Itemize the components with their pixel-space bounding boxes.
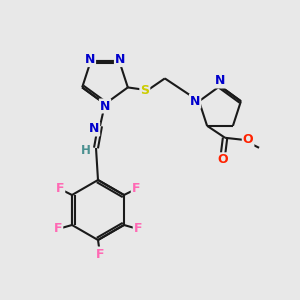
Text: F: F: [56, 182, 64, 196]
Text: N: N: [85, 53, 95, 66]
Text: N: N: [190, 95, 200, 108]
Text: S: S: [140, 84, 149, 97]
Text: F: F: [96, 248, 104, 260]
Text: F: F: [54, 223, 62, 236]
Text: N: N: [100, 100, 110, 112]
Text: F: F: [132, 182, 140, 196]
Text: N: N: [215, 74, 225, 88]
Text: H: H: [81, 143, 91, 157]
Text: F: F: [134, 223, 142, 236]
Text: O: O: [218, 153, 228, 166]
Text: N: N: [89, 122, 99, 136]
Text: N: N: [115, 53, 125, 66]
Text: O: O: [243, 133, 254, 146]
